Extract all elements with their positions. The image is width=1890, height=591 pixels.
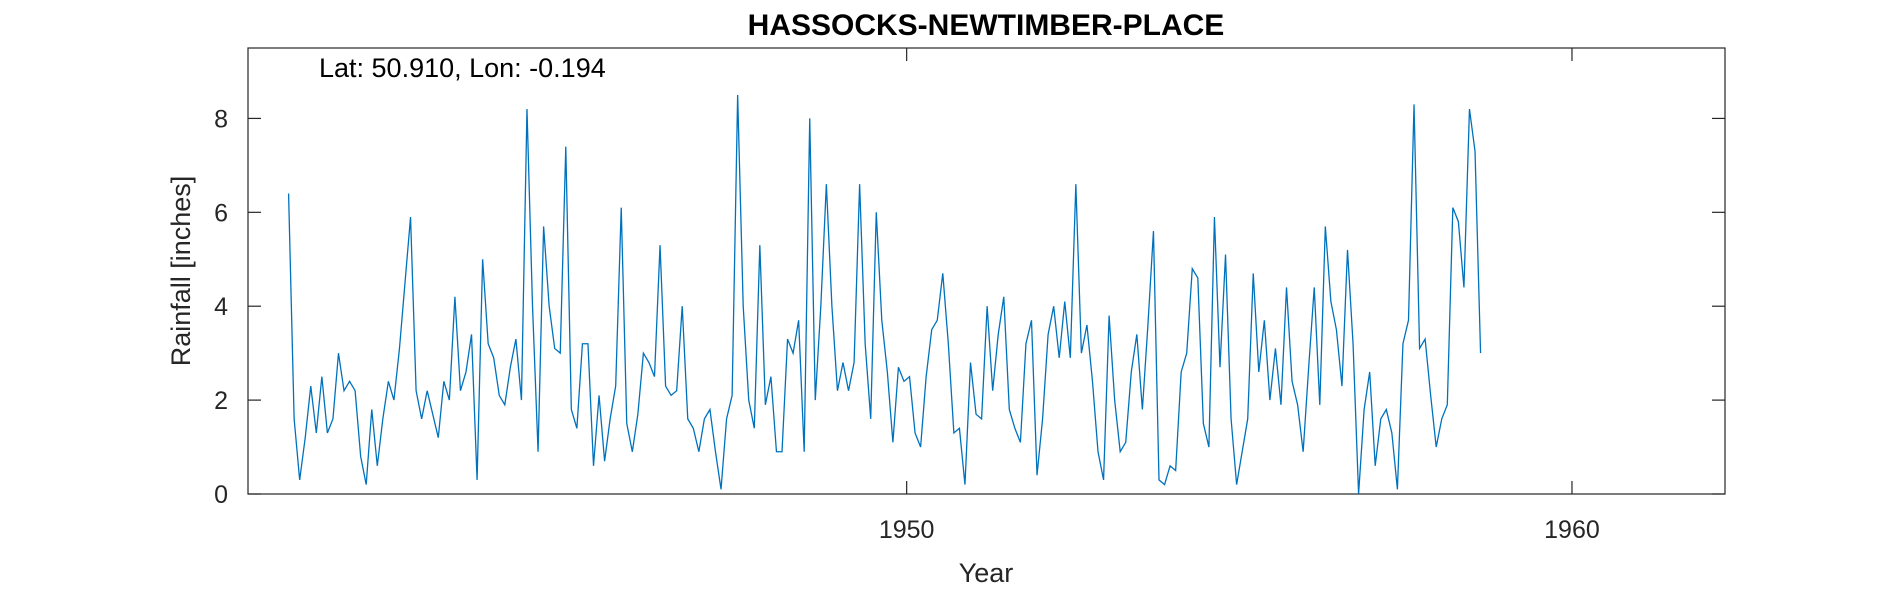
y-tick-label: 8	[214, 105, 228, 133]
y-axis-label: Rainfall [inches]	[166, 176, 196, 367]
plot-frame	[247, 47, 1726, 495]
y-tick-label: 4	[214, 293, 228, 321]
x-tick-label: 1950	[879, 516, 935, 544]
y-axis: 0 2 4 6 8	[214, 105, 1725, 509]
x-axis: 1950 1960	[879, 48, 1600, 544]
y-tick-label: 6	[214, 199, 228, 227]
rainfall-series-line	[287, 94, 1482, 495]
y-tick-label: 0	[214, 481, 228, 509]
chart-title: HASSOCKS-NEWTIMBER-PLACE	[748, 9, 1225, 42]
location-annotation: Lat: 50.910, Lon: -0.194	[319, 53, 606, 83]
x-tick-label: 1960	[1544, 516, 1600, 544]
x-axis-label: Year	[959, 558, 1014, 588]
y-tick-label: 2	[214, 387, 228, 415]
